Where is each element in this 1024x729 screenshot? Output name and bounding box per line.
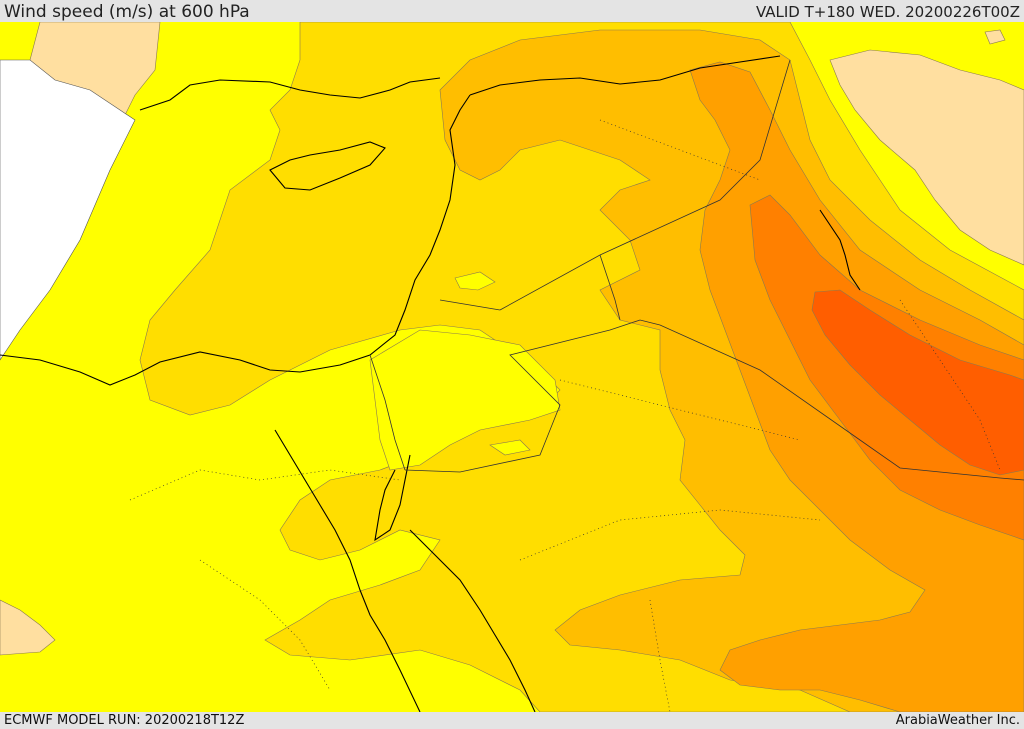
tan-region-southwest (0, 599, 56, 656)
yellow-blob-east (454, 271, 496, 291)
tan-region-northeast-small (984, 29, 1006, 45)
wind-speed-map[interactable] (0, 22, 1024, 712)
title-bar: Wind speed (m/s) at 600 hPa VALID T+180 … (0, 0, 1024, 22)
map-canvas (0, 22, 1024, 712)
sea-region-northwest (0, 59, 136, 361)
dotted-admin-lines (129, 119, 1001, 712)
red-orange-core (811, 289, 1024, 476)
credit-label: ArabiaWeather Inc. (895, 713, 1020, 728)
chart-title: Wind speed (m/s) at 600 hPa (4, 2, 250, 22)
yellow-intrusion-levant (369, 329, 561, 471)
country-borders (369, 59, 1024, 481)
footer-bar: ECMWF MODEL RUN: 20200218T12Z ArabiaWeat… (0, 712, 1024, 729)
tan-region-northeast (829, 49, 1024, 266)
model-run-label: ECMWF MODEL RUN: 20200218T12Z (4, 713, 245, 728)
valid-time: VALID T+180 WED. 20200226T00Z (755, 3, 1020, 21)
coastlines (0, 55, 861, 712)
yellow-blob-south (489, 439, 531, 456)
